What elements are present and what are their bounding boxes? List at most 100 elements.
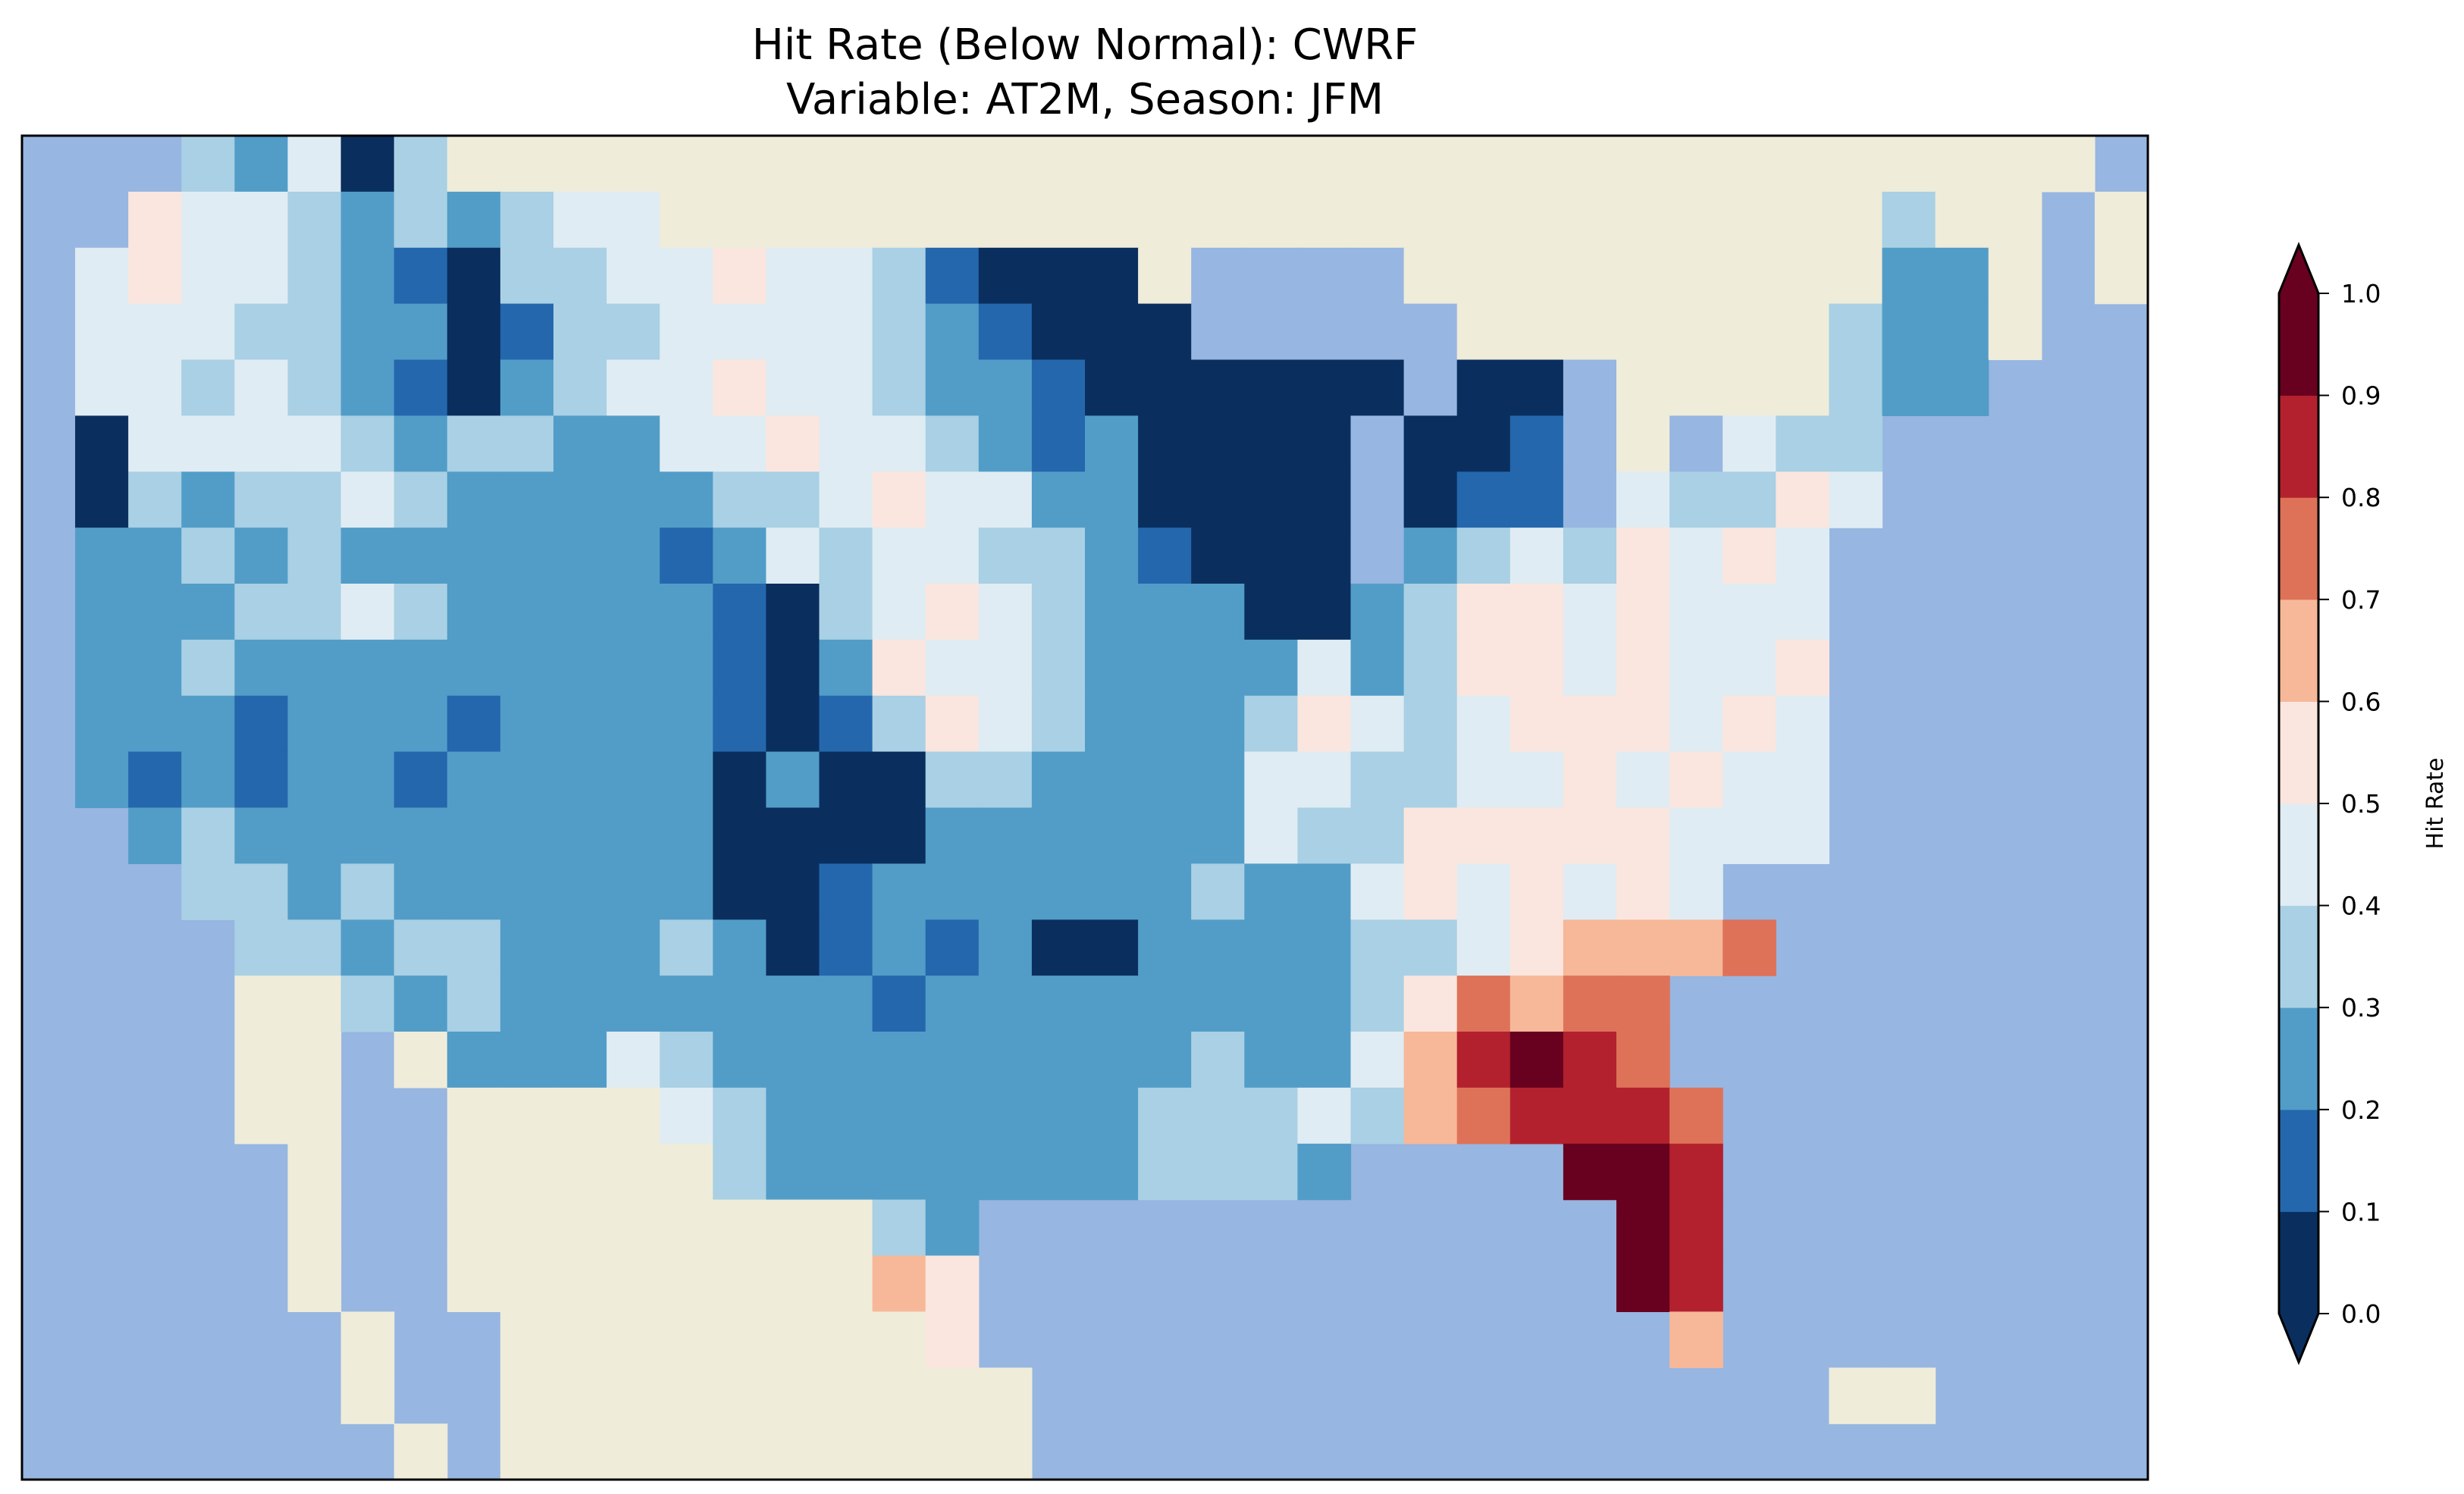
hit-rate-cell xyxy=(393,415,448,472)
hit-rate-cell xyxy=(819,471,873,528)
hit-rate-cell xyxy=(393,247,448,305)
hit-rate-cell xyxy=(1723,415,1776,472)
land-cell xyxy=(1563,136,1617,193)
hit-rate-cell xyxy=(872,359,926,416)
hit-rate-cell xyxy=(1031,1143,1086,1201)
land-cell xyxy=(766,1424,820,1480)
land-cell xyxy=(1191,136,1245,193)
land-cell xyxy=(1988,303,2042,361)
hit-rate-cell xyxy=(1509,1087,1564,1145)
hit-rate-cell xyxy=(1563,751,1617,809)
hit-rate-cell xyxy=(447,919,501,976)
hit-rate-cell xyxy=(447,415,501,472)
hit-rate-cell xyxy=(393,695,448,753)
hit-rate-cell xyxy=(447,471,501,528)
hit-rate-cell xyxy=(287,528,342,584)
hit-rate-cell xyxy=(1669,1311,1723,1368)
colorbar-bin xyxy=(2279,803,2318,907)
hit-rate-cell xyxy=(713,863,766,920)
land-cell xyxy=(1350,191,1405,249)
hit-rate-cell xyxy=(925,1255,980,1312)
hit-rate-cell xyxy=(234,303,289,361)
hit-rate-cell xyxy=(1456,1087,1511,1145)
land-cell xyxy=(1616,247,1670,305)
hit-rate-cell xyxy=(660,807,713,864)
hit-rate-cell xyxy=(340,584,395,641)
hit-rate-cell xyxy=(1616,751,1670,809)
hit-rate-cell xyxy=(1509,1032,1564,1088)
hit-rate-cell xyxy=(1669,751,1723,809)
land-cell xyxy=(1563,191,1617,249)
land-cell xyxy=(1403,136,1458,193)
hit-rate-cell xyxy=(1297,1032,1352,1088)
hit-rate-cell xyxy=(1191,584,1245,641)
hit-rate-cell xyxy=(1509,471,1564,528)
hit-rate-cell xyxy=(1350,1032,1405,1088)
hit-rate-cell xyxy=(1297,359,1352,416)
hit-rate-cell xyxy=(1509,976,1564,1032)
hit-rate-cell xyxy=(1563,863,1617,920)
hit-rate-cell xyxy=(978,1087,1033,1145)
hit-rate-cell xyxy=(75,303,129,361)
hit-rate-cell xyxy=(660,1087,713,1145)
hit-rate-cell xyxy=(447,976,501,1032)
hit-rate-cell xyxy=(1616,471,1670,528)
land-cell xyxy=(447,1143,501,1201)
hit-rate-cell xyxy=(75,528,129,584)
hit-rate-cell xyxy=(978,695,1033,753)
hit-rate-cell xyxy=(819,303,873,361)
hit-rate-cell xyxy=(607,751,660,809)
hit-rate-cell xyxy=(872,528,926,584)
hit-rate-cell xyxy=(713,1032,766,1088)
land-cell xyxy=(978,1367,1033,1424)
hit-rate-cell xyxy=(1776,471,1829,528)
hit-rate-cell xyxy=(234,639,289,697)
colorbar-bin xyxy=(2279,599,2318,702)
land-cell xyxy=(1882,1367,1936,1424)
hit-rate-cell xyxy=(340,136,395,193)
hit-rate-cell xyxy=(1031,303,1086,361)
land-cell xyxy=(1988,136,2042,193)
hit-rate-cell xyxy=(872,471,926,528)
land-cell xyxy=(1085,136,1139,193)
land-cell xyxy=(713,1255,766,1312)
hit-rate-cell xyxy=(1031,1087,1086,1145)
hit-rate-cell xyxy=(393,639,448,697)
hit-rate-cell xyxy=(819,919,873,976)
land-cell xyxy=(872,1367,926,1424)
colorbar-bin xyxy=(2279,1211,2318,1314)
hit-rate-cell xyxy=(447,695,501,753)
hit-rate-cell xyxy=(1138,695,1192,753)
hit-rate-cell xyxy=(766,303,820,361)
hit-rate-cell xyxy=(607,528,660,584)
hit-rate-cell xyxy=(75,415,129,472)
hit-rate-cell xyxy=(1616,863,1670,920)
hit-rate-cell xyxy=(1403,976,1458,1032)
land-cell xyxy=(1509,247,1564,305)
hit-rate-cell xyxy=(1616,976,1670,1032)
hit-rate-cell xyxy=(925,976,980,1032)
land-cell xyxy=(1456,247,1511,305)
hit-rate-cell xyxy=(872,863,926,920)
land-cell xyxy=(234,1032,289,1088)
hit-rate-cell xyxy=(553,247,607,305)
hit-rate-cell xyxy=(978,919,1033,976)
hit-rate-cell xyxy=(607,695,660,753)
hit-rate-cell xyxy=(1669,1199,1723,1257)
hit-rate-cell xyxy=(1563,1143,1617,1201)
hit-rate-cell xyxy=(1244,751,1298,809)
hit-rate-cell xyxy=(1776,415,1829,472)
hit-rate-cell xyxy=(978,471,1033,528)
hit-rate-cell xyxy=(393,976,448,1032)
hit-rate-cell xyxy=(500,807,554,864)
hit-rate-cell xyxy=(978,807,1033,864)
hit-rate-cell xyxy=(1403,528,1458,584)
hit-rate-cell xyxy=(1350,639,1405,697)
land-cell xyxy=(872,1311,926,1368)
hit-rate-cell xyxy=(1829,303,1883,361)
hit-rate-cell xyxy=(500,359,554,416)
hit-rate-cell xyxy=(1244,807,1298,864)
hit-rate-cell xyxy=(872,1032,926,1088)
hit-rate-cell xyxy=(181,191,235,249)
hit-rate-cell xyxy=(1031,807,1086,864)
